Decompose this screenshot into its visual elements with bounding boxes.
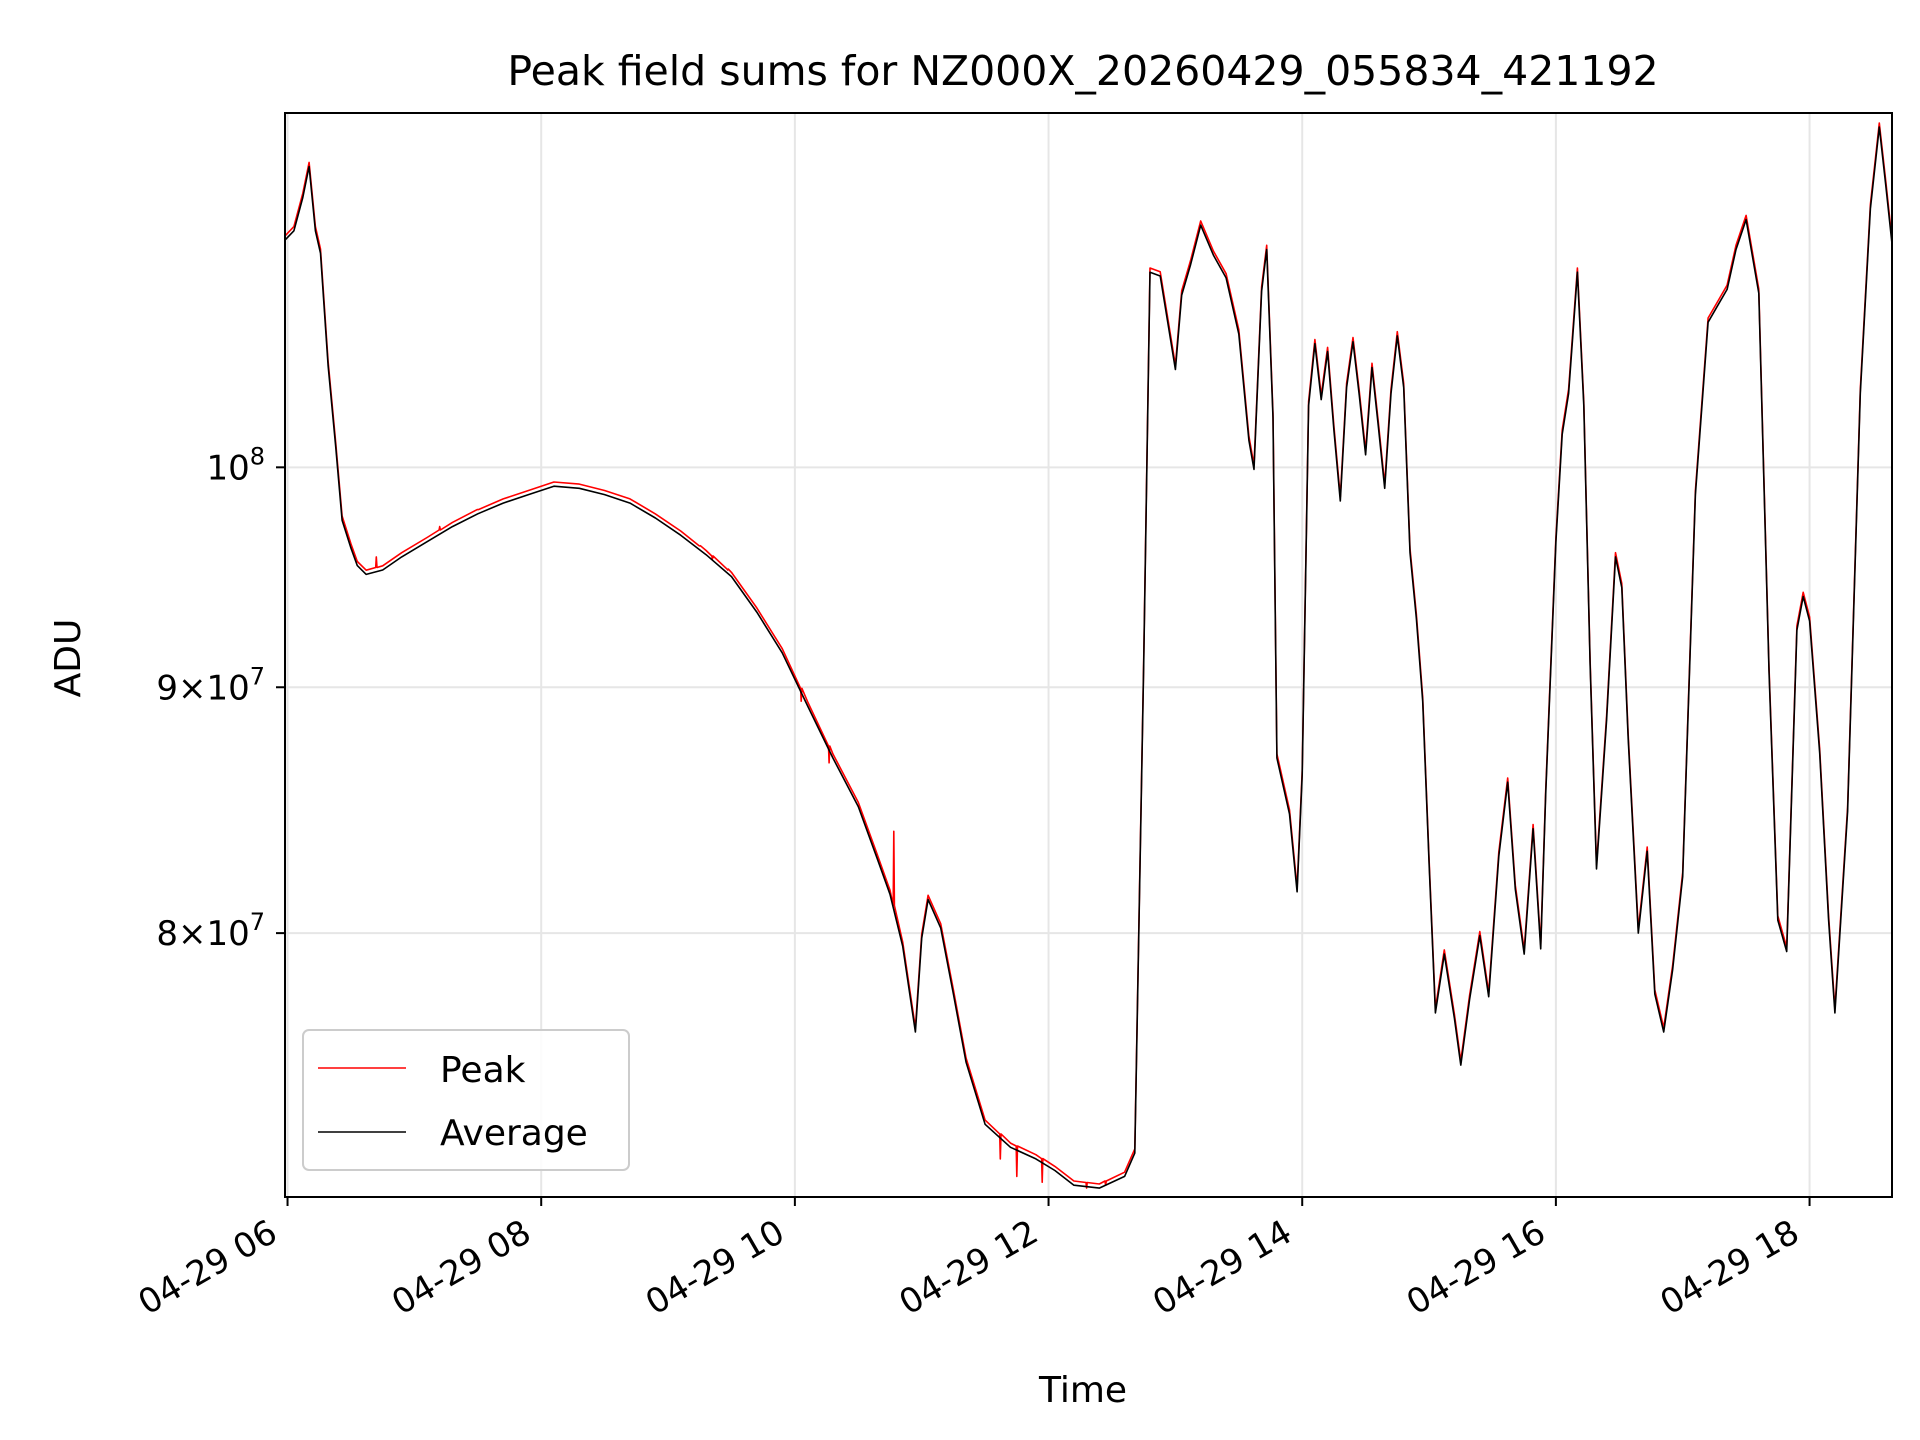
legend-peak-label: Peak	[440, 1050, 526, 1091]
y-tick-mantissa: 9	[156, 668, 178, 708]
series-layer	[284, 122, 1893, 1189]
y-tick-exponent: 8	[250, 442, 265, 470]
legend: Peak Average	[302, 1029, 630, 1171]
x-tick-label: 04-29 06	[132, 1212, 284, 1323]
x-tick-label: 04-29 16	[1400, 1212, 1552, 1323]
y-tick-label: 8×107	[156, 908, 265, 954]
series-peak-line	[284, 122, 1893, 1189]
legend-average-label: Average	[440, 1113, 588, 1154]
chart-title: Peak field sums for NZ000X_20260429_0558…	[507, 47, 1658, 95]
x-tick-label: 04-29 14	[1146, 1212, 1298, 1323]
y-axis-label: ADU	[48, 619, 89, 698]
legend-box	[302, 1029, 630, 1171]
x-tick-label: 04-29 10	[639, 1212, 791, 1323]
y-tick-times: ×10	[178, 668, 250, 708]
plot-frame	[284, 112, 1893, 1198]
x-tick-label: 04-29 12	[893, 1212, 1045, 1323]
y-tick-label: 108	[206, 442, 265, 488]
x-axis-label: Time	[1038, 1370, 1127, 1411]
series-average-line	[284, 126, 1893, 1189]
y-tick-exponent: 7	[250, 908, 265, 936]
y-tick-mantissa: 8	[156, 914, 178, 954]
x-tick-label: 04-29 08	[385, 1212, 537, 1323]
y-tick-label: 9×107	[156, 662, 265, 708]
y-tick-times: ×10	[178, 914, 250, 954]
y-tick-mantissa: 10	[206, 448, 249, 488]
x-tick-label: 04-29 18	[1654, 1212, 1806, 1323]
axis-ticks: 04-29 06 04-29 08 04-29 10 04-29 12 04-29 14…	[132, 442, 1811, 1323]
grid-lines	[285, 113, 1892, 1197]
y-tick-exponent: 7	[250, 662, 265, 690]
